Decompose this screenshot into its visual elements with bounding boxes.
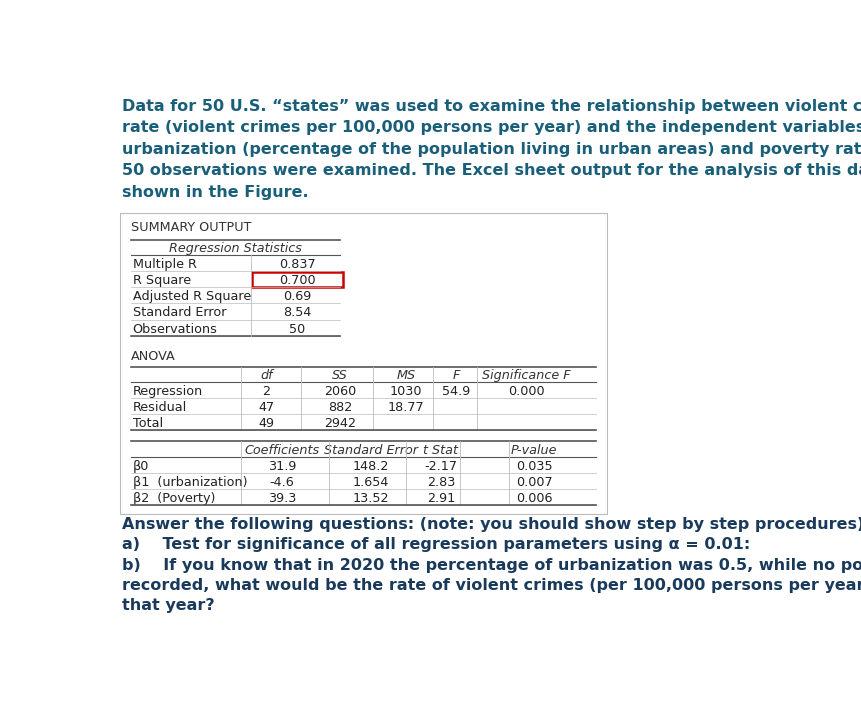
Text: Standard Error: Standard Error [324, 444, 418, 457]
Text: Observations: Observations [133, 323, 217, 336]
Text: β2  (Poverty): β2 (Poverty) [133, 492, 214, 505]
Text: Answer the following questions: (note: you should show step by step procedures): Answer the following questions: (note: y… [121, 518, 861, 533]
Text: 0.007: 0.007 [515, 476, 552, 489]
Text: 0.035: 0.035 [515, 459, 552, 472]
Text: 2942: 2942 [324, 418, 356, 431]
Text: 8.54: 8.54 [283, 306, 312, 319]
Text: 2060: 2060 [324, 385, 356, 398]
Text: Residual: Residual [133, 401, 187, 414]
Text: 2: 2 [263, 385, 270, 398]
Text: Significance F: Significance F [481, 369, 570, 382]
Text: 0.000: 0.000 [507, 385, 544, 398]
Text: 54.9: 54.9 [442, 385, 470, 398]
Text: shown in the Figure.: shown in the Figure. [121, 185, 308, 200]
Text: ANOVA: ANOVA [131, 349, 176, 362]
Text: 47: 47 [258, 401, 275, 414]
Text: SUMMARY OUTPUT: SUMMARY OUTPUT [131, 221, 251, 234]
Text: 882: 882 [328, 401, 352, 414]
Text: P-value: P-value [511, 444, 556, 457]
Text: 2.83: 2.83 [426, 476, 455, 489]
Text: 13.52: 13.52 [353, 492, 389, 505]
FancyBboxPatch shape [120, 214, 606, 513]
Text: F: F [452, 369, 460, 382]
Text: 1030: 1030 [389, 385, 422, 398]
Text: a)    Test for significance of all regression parameters using α = 0.01:: a) Test for significance of all regressi… [121, 538, 749, 552]
Text: β1  (urbanization): β1 (urbanization) [133, 476, 247, 489]
Text: -4.6: -4.6 [269, 476, 294, 489]
Text: df: df [260, 369, 273, 382]
Text: rate (violent crimes per 100,000 persons per year) and the independent variables: rate (violent crimes per 100,000 persons… [121, 120, 861, 135]
Text: 50: 50 [289, 323, 306, 336]
Text: 2.91: 2.91 [426, 492, 455, 505]
Text: Standard Error: Standard Error [133, 306, 226, 319]
Text: 148.2: 148.2 [353, 459, 389, 472]
Text: 1.654: 1.654 [353, 476, 389, 489]
Text: 31.9: 31.9 [268, 459, 296, 472]
Text: urbanization (percentage of the population living in urban areas) and poverty ra: urbanization (percentage of the populati… [121, 142, 861, 157]
Text: 0.700: 0.700 [279, 274, 316, 287]
Text: 0.006: 0.006 [515, 492, 552, 505]
Text: that year?: that year? [121, 597, 214, 613]
Text: -2.17: -2.17 [424, 459, 457, 472]
Text: 18.77: 18.77 [387, 401, 424, 414]
Text: Total: Total [133, 418, 163, 431]
Text: 0.837: 0.837 [279, 258, 316, 271]
Text: 39.3: 39.3 [268, 492, 296, 505]
Text: Coefficients: Coefficients [245, 444, 319, 457]
Text: Data for 50 U.S. “states” was used to examine the relationship between violent c: Data for 50 U.S. “states” was used to ex… [121, 99, 861, 114]
Text: 50 observations were examined. The Excel sheet output for the analysis of this d: 50 observations were examined. The Excel… [121, 163, 861, 178]
Text: recorded, what would be the rate of violent crimes (per 100,000 persons per year: recorded, what would be the rate of viol… [121, 577, 861, 592]
Text: 49: 49 [258, 418, 275, 431]
Text: t Stat: t Stat [423, 444, 458, 457]
Text: β0: β0 [133, 459, 149, 472]
Text: SS: SS [332, 369, 348, 382]
Text: R Square: R Square [133, 274, 190, 287]
Text: Adjusted R Square: Adjusted R Square [133, 290, 251, 303]
Text: Multiple R: Multiple R [133, 258, 196, 271]
Text: b)    If you know that in 2020 the percentage of urbanization was 0.5, while no : b) If you know that in 2020 the percenta… [121, 557, 861, 572]
FancyBboxPatch shape [251, 272, 343, 288]
Text: MS: MS [396, 369, 415, 382]
Text: Regression: Regression [133, 385, 202, 398]
Text: Regression Statistics: Regression Statistics [169, 242, 301, 255]
Text: 0.69: 0.69 [283, 290, 312, 303]
